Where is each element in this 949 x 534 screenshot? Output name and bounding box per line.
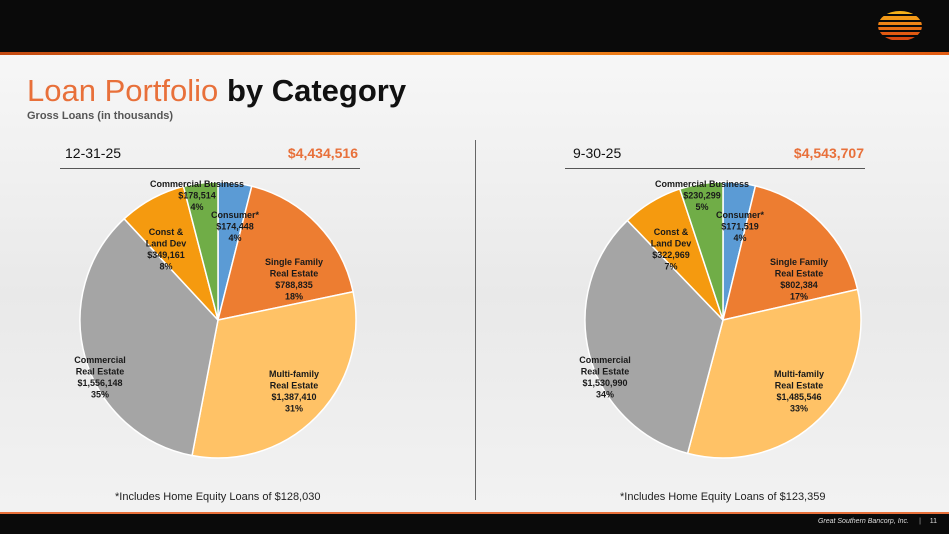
slice-label-line: 8% [159, 262, 172, 272]
right-pie-chart: Consumer* $171,519 4% Single Family Real Est… [579, 179, 862, 459]
right-panel-rule [565, 168, 865, 169]
header-bar [0, 0, 949, 52]
slice-label-line: Const & [654, 227, 689, 237]
slice-label-line: 18% [285, 292, 303, 302]
left-chart-total: $4,434,516 [287, 145, 358, 161]
header-accent-line [0, 52, 949, 55]
slice-label-line: Const & [149, 227, 184, 237]
slice-label-line: $802,384 [780, 280, 818, 290]
pie-slice-commercial-re [584, 219, 724, 455]
pie-slice-single-family [721, 184, 859, 322]
slice-label-commercial-re: Commercial Real Estate $1,556,148 35% [74, 355, 126, 400]
slice-label-line: 33% [790, 404, 808, 414]
pie-slice-multi-family [686, 288, 862, 459]
slice-label-line: $171,519 [721, 222, 759, 232]
slice-label-line: $1,387,410 [271, 392, 316, 402]
slice-label-line: Commercial [579, 355, 631, 365]
slice-label-line: $349,161 [147, 250, 185, 260]
slice-label-line: $1,485,546 [776, 392, 821, 402]
slice-label-line: 34% [596, 390, 614, 400]
slice-label-line: 35% [91, 390, 109, 400]
footer-separator: | [919, 518, 921, 525]
pie-slice-commercial-business [678, 181, 724, 321]
slice-label-line: Real Estate [270, 269, 319, 279]
slice-label-line: $178,514 [178, 191, 216, 201]
slice-label-multi-family: Multi-family Real Estate $1,485,546 33% [774, 369, 824, 414]
title-part-1: Loan Portfolio [27, 73, 219, 108]
slice-label-single-family: Single Family Real Estate $788,835 18% [265, 257, 323, 302]
right-chart-total: $4,543,707 [793, 145, 864, 161]
left-pie-chart: Consumer* $174,448 4%Single Family Real Est… [74, 179, 357, 459]
slice-label-line: Consumer* [716, 210, 765, 220]
slice-label-line: Commercial [74, 355, 126, 365]
slice-label-line: 31% [285, 404, 303, 414]
pie-slice-single-family [216, 185, 354, 321]
title-part-2: by Category [226, 73, 407, 108]
slice-label-line: Consumer* [211, 210, 260, 220]
slice-label-commercial-re: Commercial Real Estate $1,530,990 34% [579, 355, 631, 400]
slice-label-line: Real Estate [270, 381, 319, 391]
pie-slice-commercial-business [182, 181, 219, 321]
pie-slice-multi-family [191, 290, 357, 459]
slice-label-line: Land Dev [651, 239, 692, 249]
page-title: Loan Portfolio by Category [27, 72, 406, 110]
left-chart-date: 12-31-25 [65, 145, 122, 161]
page-subtitle: Gross Loans (in thousands) [27, 110, 174, 122]
slice-label-const-land: Const & Land Dev $349,161 8% [146, 227, 187, 272]
slice-label-line: 4% [190, 202, 203, 212]
pie-slice-commercial-re [79, 217, 219, 457]
panel-divider [475, 140, 476, 500]
slice-label-line: Multi-family [269, 369, 319, 379]
slice-label-line: Single Family [265, 257, 323, 267]
slice-label-line: Commercial Business [150, 179, 244, 189]
brand-sun-logo [878, 11, 922, 40]
slice-label-line: Real Estate [775, 269, 824, 279]
slice-label-line: Real Estate [76, 367, 125, 377]
left-panel-rule [60, 168, 360, 169]
company-name: Great Southern Bancorp, Inc. [817, 518, 909, 525]
slice-label-line: $230,299 [683, 191, 721, 201]
slice-label-line: Commercial Business [655, 179, 749, 189]
slice-label-line: $788,835 [275, 280, 313, 290]
slice-label-line: Real Estate [775, 381, 824, 391]
slice-label-line: $1,556,148 [77, 378, 122, 388]
slice-label-line: 17% [790, 292, 808, 302]
slice-label-line: $174,448 [216, 222, 254, 232]
slice-label-const-land: Const & Land Dev $322,969 7% [651, 227, 692, 272]
slice-label-line: 7% [664, 262, 677, 272]
slice-label-line: Land Dev [146, 239, 187, 249]
slice-label-line: 4% [228, 233, 241, 243]
slice-label-line: Real Estate [581, 367, 630, 377]
footer-accent-line [0, 512, 949, 514]
slice-label-line: 4% [733, 233, 746, 243]
slice-label-line: 5% [695, 202, 708, 212]
slice-label-multi-family: Multi-family Real Estate $1,387,410 31% [269, 369, 319, 414]
slice-label-line: $1,530,990 [582, 378, 627, 388]
page-number: 11 [929, 518, 937, 525]
footer-bar [0, 514, 949, 534]
slice-label-line: $322,969 [652, 250, 690, 260]
slice-label-single-family: Single Family Real Estate $802,384 17% [770, 257, 828, 302]
slice-label-line: Single Family [770, 257, 828, 267]
slice-label-line: Multi-family [774, 369, 824, 379]
slice-label-consumer: Consumer* $174,448 4% [211, 210, 260, 243]
slice-label-commercial-business: Commercial Business $178,514 4% [150, 179, 244, 212]
left-footnote: *Includes Home Equity Loans of $128,030 [115, 491, 321, 503]
right-footnote: *Includes Home Equity Loans of $123,359 [620, 491, 826, 503]
right-chart-date: 9-30-25 [573, 145, 622, 161]
slice-label-commercial-business: Commercial Business $230,299 5% [655, 179, 749, 212]
slice-label-consumer: Consumer* $171,519 4% [716, 210, 765, 243]
